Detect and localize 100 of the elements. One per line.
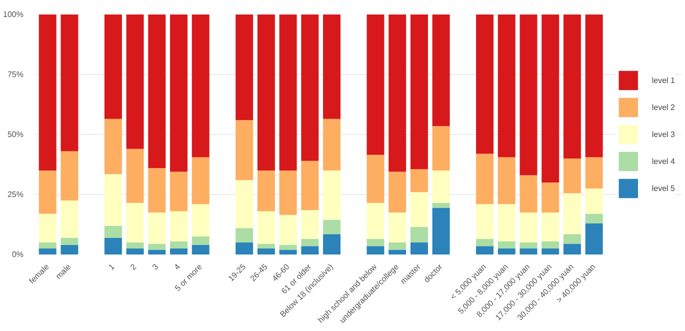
bar [323, 118, 341, 170]
bar [257, 211, 275, 244]
bar [323, 234, 341, 254]
bar [148, 212, 166, 244]
bar [257, 248, 275, 254]
bar [410, 14, 428, 170]
bar [170, 211, 188, 242]
x-tick-label: 3 [150, 262, 160, 272]
bar [388, 14, 406, 172]
bar [126, 148, 144, 203]
bar [279, 214, 297, 245]
bar [542, 248, 560, 254]
bar [498, 241, 516, 248]
bar [410, 242, 428, 254]
bar [38, 14, 56, 170]
bar [498, 248, 516, 254]
bar [585, 157, 603, 188]
bar [301, 238, 319, 246]
bar [542, 14, 560, 182]
bar [542, 182, 560, 212]
bar [104, 238, 122, 254]
bar [60, 200, 78, 238]
bar [410, 192, 428, 227]
bar [38, 242, 56, 248]
bar [498, 157, 516, 204]
bar [126, 248, 144, 254]
bar [563, 158, 581, 194]
bar [60, 238, 78, 245]
x-tick-label: 1 [106, 262, 117, 272]
x-tick-label: 2 [128, 262, 139, 272]
legend-label: level 5 [652, 184, 675, 192]
bar [476, 154, 494, 204]
bar [388, 212, 406, 242]
bar [236, 242, 254, 254]
bar [410, 226, 428, 242]
bar [432, 170, 450, 203]
bar [520, 242, 538, 248]
bar [410, 169, 428, 192]
legend-label: level 2 [652, 102, 675, 112]
bar [366, 14, 384, 155]
bar [104, 174, 122, 226]
legend-label: level 4 [652, 156, 675, 166]
y-tick-label: 25% [7, 190, 24, 199]
bar [432, 208, 450, 254]
bar [432, 14, 450, 126]
bar [279, 170, 297, 215]
bar [126, 242, 144, 248]
x-tick-label: 4 [172, 262, 182, 272]
bar [432, 126, 450, 170]
bar [432, 202, 450, 208]
y-tick-label: 75% [7, 70, 24, 79]
bar [388, 242, 406, 250]
bar [236, 180, 254, 228]
bar [192, 157, 210, 204]
bar [323, 14, 341, 119]
bar [279, 250, 297, 254]
bar [498, 14, 516, 158]
bar [542, 212, 560, 242]
bar [388, 250, 406, 254]
bar [170, 172, 188, 212]
bar [38, 248, 56, 254]
bar [542, 241, 560, 248]
bar [192, 14, 210, 158]
bar [563, 244, 581, 254]
bar [60, 14, 78, 152]
bar [563, 14, 581, 158]
bar [520, 14, 538, 176]
bar [476, 14, 494, 154]
bar [192, 244, 210, 254]
bar [585, 214, 603, 224]
bar [279, 244, 297, 250]
bar [38, 214, 56, 242]
bar [301, 160, 319, 210]
bar [236, 228, 254, 242]
bar [585, 14, 603, 158]
bar [366, 202, 384, 239]
y-tick-label: 100% [3, 10, 24, 19]
bar [192, 236, 210, 245]
bar [257, 244, 275, 248]
bar [476, 204, 494, 239]
bar [126, 202, 144, 242]
bar [257, 14, 275, 170]
bar [148, 244, 166, 250]
legend-label: level 1 [652, 76, 675, 84]
bar [236, 120, 254, 180]
legend-label: level 3 [652, 130, 675, 138]
bar [257, 170, 275, 212]
bar [323, 220, 341, 234]
bar [60, 151, 78, 200]
bar [148, 250, 166, 254]
bar [301, 210, 319, 239]
bar [301, 246, 319, 254]
bar [563, 193, 581, 234]
bar [323, 170, 341, 220]
bar [104, 226, 122, 238]
bar [170, 241, 188, 248]
bar [170, 248, 188, 254]
bar [388, 172, 406, 212]
bar [585, 188, 603, 214]
bar [366, 246, 384, 254]
